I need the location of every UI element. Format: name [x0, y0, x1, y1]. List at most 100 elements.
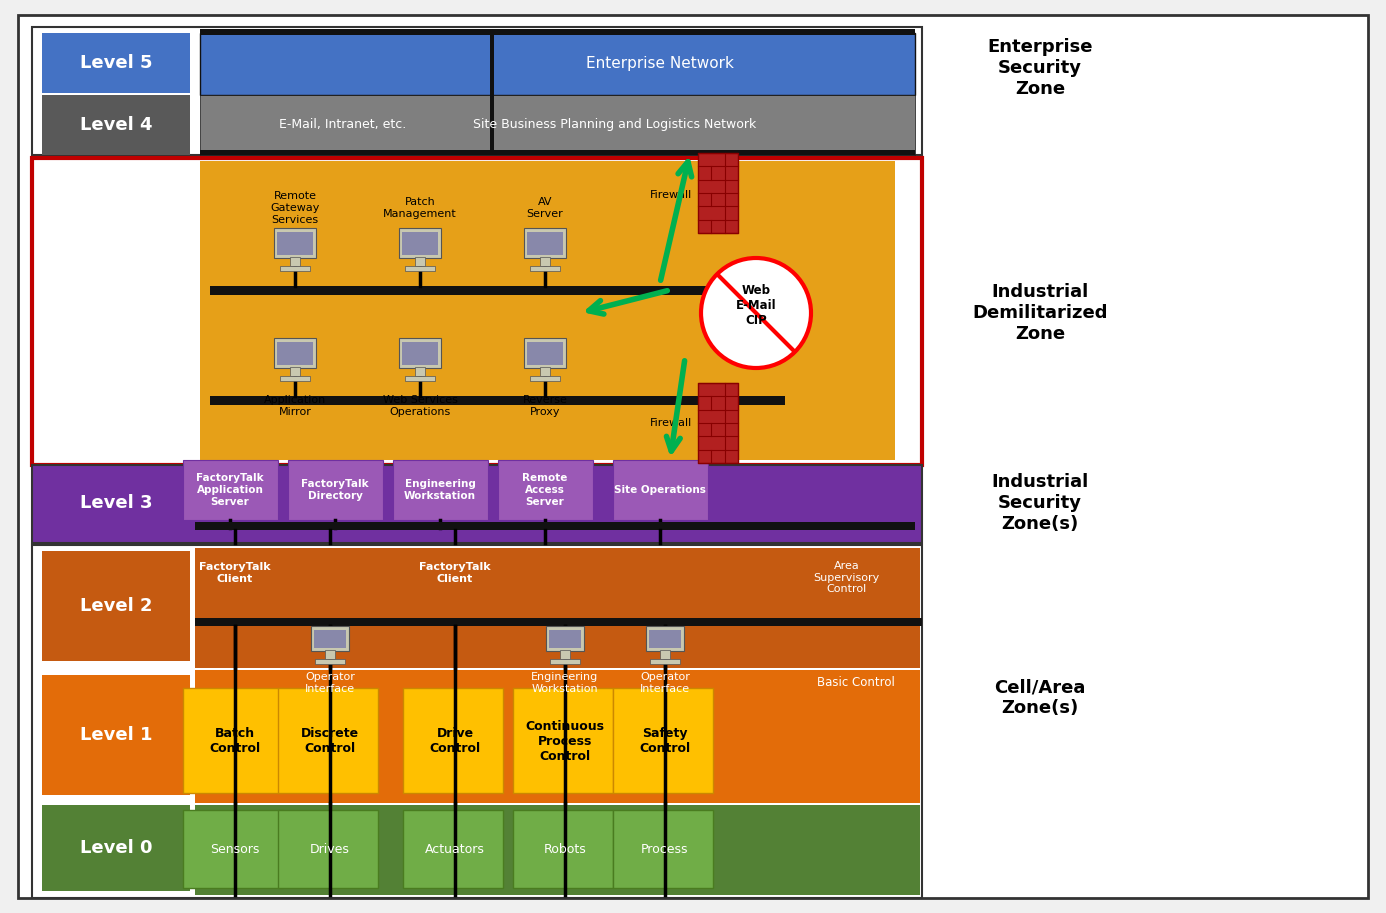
Text: Drive
Control: Drive Control: [430, 727, 481, 755]
Bar: [491, 29, 493, 95]
Bar: [649, 630, 681, 648]
Bar: [195, 618, 922, 626]
Bar: [195, 670, 920, 803]
Text: Industrial
Demilitarized
Zone: Industrial Demilitarized Zone: [972, 283, 1107, 342]
Bar: [529, 266, 560, 271]
Bar: [42, 95, 190, 155]
Text: Firewall: Firewall: [650, 418, 692, 428]
Text: Discrete
Control: Discrete Control: [301, 727, 359, 755]
Bar: [324, 650, 335, 659]
Text: FactoryTalk
Application
Server: FactoryTalk Application Server: [197, 474, 263, 507]
Text: Operator
Interface: Operator Interface: [305, 672, 355, 694]
Text: Area
Supervisory
Control: Area Supervisory Control: [814, 561, 880, 594]
Bar: [195, 522, 915, 530]
Bar: [32, 545, 922, 898]
Text: Web
E-Mail
CIP: Web E-Mail CIP: [736, 284, 776, 327]
Text: Engineering
Workstation: Engineering Workstation: [403, 479, 475, 501]
Bar: [211, 396, 784, 405]
Text: Enterprise Network: Enterprise Network: [586, 56, 735, 70]
Bar: [42, 33, 190, 93]
Bar: [42, 675, 190, 795]
Text: Operator
Interface: Operator Interface: [640, 672, 690, 694]
Bar: [277, 342, 313, 365]
Text: Level 5: Level 5: [80, 54, 152, 72]
Bar: [211, 286, 784, 295]
Bar: [613, 688, 712, 793]
Text: Site Business Planning and Logistics Network: Site Business Planning and Logistics Net…: [474, 118, 757, 131]
Bar: [183, 688, 283, 793]
Bar: [524, 228, 565, 258]
Bar: [405, 376, 435, 381]
Bar: [513, 810, 613, 888]
Bar: [613, 460, 708, 520]
Text: Level 4: Level 4: [80, 116, 152, 134]
Text: FactoryTalk
Client: FactoryTalk Client: [419, 562, 491, 583]
Bar: [280, 376, 310, 381]
Bar: [541, 257, 550, 266]
Bar: [274, 228, 316, 258]
Text: Sensors: Sensors: [211, 843, 259, 855]
Bar: [315, 630, 346, 648]
Bar: [527, 232, 563, 255]
Text: Site Operations: Site Operations: [614, 485, 705, 495]
Bar: [529, 376, 560, 381]
Text: FactoryTalk
Client: FactoryTalk Client: [200, 562, 270, 583]
Bar: [290, 367, 299, 376]
Bar: [560, 650, 570, 659]
Bar: [200, 29, 915, 35]
Text: Level 1: Level 1: [80, 726, 152, 744]
Bar: [42, 473, 190, 535]
Text: Continuous
Process
Control: Continuous Process Control: [525, 719, 604, 762]
Bar: [549, 630, 581, 648]
Bar: [42, 551, 190, 661]
Text: FactoryTalk
Directory: FactoryTalk Directory: [301, 479, 369, 501]
Text: Remote
Gateway
Services: Remote Gateway Services: [270, 192, 320, 225]
Bar: [290, 257, 299, 266]
Bar: [32, 465, 922, 543]
Text: Process: Process: [642, 843, 689, 855]
Bar: [498, 460, 593, 520]
Bar: [402, 342, 438, 365]
Bar: [310, 626, 349, 651]
Text: AV
Server: AV Server: [527, 197, 563, 219]
Bar: [183, 810, 283, 888]
Text: Level 0: Level 0: [80, 839, 152, 857]
Text: Safety
Control: Safety Control: [639, 727, 690, 755]
Circle shape: [701, 258, 811, 368]
Bar: [513, 688, 613, 793]
Text: Robots: Robots: [543, 843, 586, 855]
Text: Reverse
Proxy: Reverse Proxy: [523, 395, 567, 417]
Bar: [42, 805, 190, 891]
Bar: [399, 228, 441, 258]
Bar: [699, 153, 737, 233]
Bar: [399, 338, 441, 368]
Text: Engineering
Workstation: Engineering Workstation: [531, 672, 599, 694]
Bar: [32, 27, 922, 155]
Bar: [414, 257, 426, 266]
Bar: [195, 548, 920, 668]
Bar: [403, 810, 503, 888]
Text: Firewall: Firewall: [650, 190, 692, 200]
Bar: [541, 367, 550, 376]
Bar: [32, 158, 922, 465]
Bar: [699, 383, 737, 463]
Text: Patch
Management: Patch Management: [383, 197, 457, 219]
Bar: [402, 232, 438, 255]
Text: Web Services
Operations: Web Services Operations: [383, 395, 457, 417]
Text: Enterprise
Security
Zone: Enterprise Security Zone: [987, 38, 1092, 98]
Text: Drives: Drives: [310, 843, 349, 855]
Text: Batch
Control: Batch Control: [209, 727, 261, 755]
Text: Application
Mirror: Application Mirror: [263, 395, 326, 417]
Bar: [274, 338, 316, 368]
Bar: [650, 659, 681, 664]
Bar: [414, 367, 426, 376]
Text: Industrial
Security
Zone(s): Industrial Security Zone(s): [991, 473, 1088, 533]
Bar: [280, 266, 310, 271]
Bar: [315, 659, 345, 664]
Bar: [195, 805, 920, 895]
Bar: [550, 659, 579, 664]
Bar: [527, 342, 563, 365]
Bar: [524, 338, 565, 368]
Bar: [403, 688, 503, 793]
Text: Cell/Area
Zone(s): Cell/Area Zone(s): [994, 678, 1085, 718]
